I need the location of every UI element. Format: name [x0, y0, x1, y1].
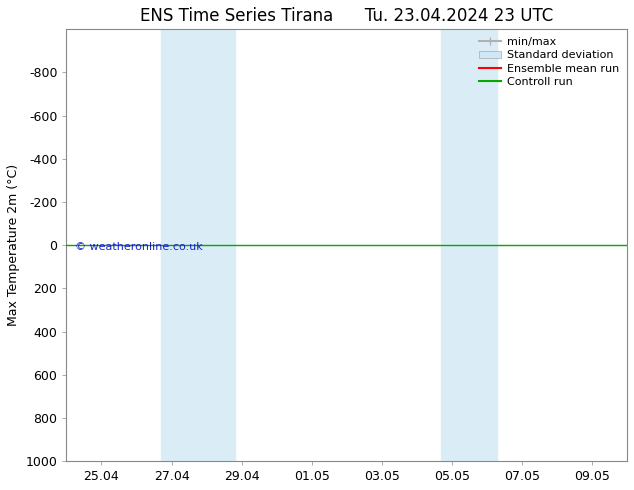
Y-axis label: Max Temperature 2m (°C): Max Temperature 2m (°C): [7, 164, 20, 326]
Text: © weatheronline.co.uk: © weatheronline.co.uk: [75, 243, 202, 252]
Bar: [441, 29, 498, 461]
Title: ENS Time Series Tirana      Tu. 23.04.2024 23 UTC: ENS Time Series Tirana Tu. 23.04.2024 23…: [140, 7, 553, 25]
Legend: min/max, Standard deviation, Ensemble mean run, Controll run: min/max, Standard deviation, Ensemble me…: [475, 33, 624, 92]
Bar: [161, 29, 235, 461]
